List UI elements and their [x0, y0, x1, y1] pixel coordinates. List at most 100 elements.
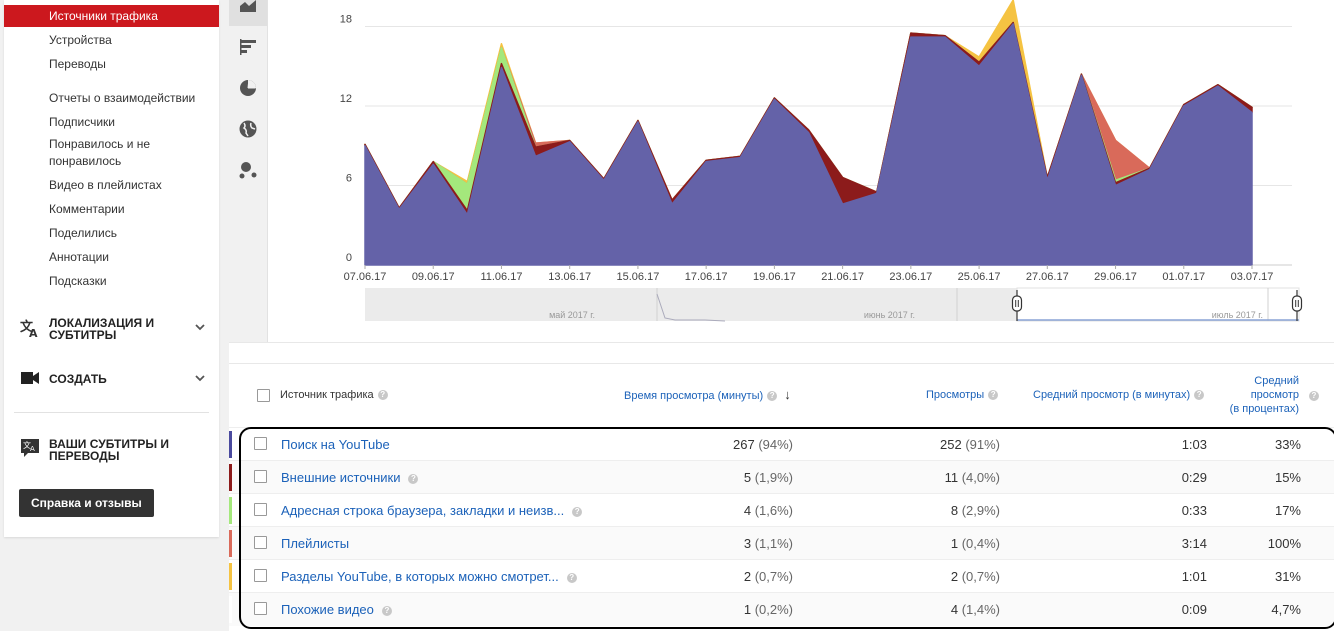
row-checkbox[interactable]: [254, 503, 267, 516]
percent: (1,6%): [754, 503, 793, 518]
help-icon[interactable]: ?: [1194, 390, 1205, 401]
col-header-watch-time[interactable]: Время просмотра (минуты)? ↓: [624, 388, 791, 403]
value: 5: [743, 470, 752, 485]
globe-icon: [239, 120, 257, 138]
x-tick-label: 09.06.17: [412, 271, 455, 283]
traffic-source-link[interactable]: Внешние источники?: [281, 470, 419, 485]
section-separator: [229, 342, 1334, 364]
row-checkbox[interactable]: [254, 602, 267, 615]
value: 267: [732, 437, 755, 452]
sidebar-item-shares[interactable]: Поделились: [49, 226, 117, 240]
watch-time-value: 2 (0,7%): [744, 569, 793, 584]
bubble-chart-icon: [239, 162, 257, 179]
traffic-source-link[interactable]: Плейлисты: [281, 536, 349, 551]
traffic-source-link[interactable]: Похожие видео?: [281, 602, 392, 617]
help-icon[interactable]: ?: [572, 506, 583, 517]
section-label: Ваши субтитры и переводы: [49, 437, 170, 463]
source-name: Разделы YouTube, в которых можно смотрет…: [281, 569, 559, 584]
x-tick-label: 01.07.17: [1162, 271, 1205, 283]
help-icon[interactable]: ?: [566, 572, 577, 583]
sidebar-item-subscribers[interactable]: Подписчики: [49, 115, 116, 129]
x-tick-label: 19.06.17: [753, 271, 796, 283]
views-value: 8 (2,9%): [951, 503, 1000, 518]
col-header-views[interactable]: Просмотры?: [926, 388, 999, 402]
row-checkbox[interactable]: [254, 569, 267, 582]
col-header-avg-view[interactable]: Средний просмотр (в минутах)?: [1033, 388, 1205, 402]
header-label: (в процентах): [1229, 403, 1299, 415]
help-feedback-button[interactable]: Справка и отзывы: [19, 489, 154, 517]
sidebar-item-cards[interactable]: Подсказки: [49, 274, 107, 288]
table-row: Внешние источники? 5 (1,9%) 11 (4,0%) 0:29 1…: [229, 460, 1334, 494]
bar-chart-icon: [240, 39, 256, 55]
percent: (0,2%): [754, 602, 793, 617]
navigator-handle[interactable]: [1011, 290, 1023, 321]
sidebar-item-playlist-videos[interactable]: Видео в плейлистах: [49, 178, 162, 192]
sidebar-item-traffic-sources[interactable]: Источники трафика: [4, 5, 219, 27]
help-icon[interactable]: ?: [377, 390, 388, 401]
y-tick-label: 12: [340, 93, 352, 105]
traffic-source-link[interactable]: Адресная строка браузера, закладки и неи…: [281, 503, 583, 518]
table-row: Поиск на YouTube 267 (94%) 252 (91%) 1:03 33…: [229, 427, 1334, 461]
chevron-down-icon: [195, 324, 205, 331]
sidebar-item-comments[interactable]: Комментарии: [49, 202, 125, 216]
select-all-checkbox[interactable]: [257, 389, 270, 402]
navigator-handle[interactable]: [1291, 290, 1303, 321]
header-label: Просмотры: [926, 389, 985, 401]
series-color-marker: [229, 497, 232, 524]
video-camera-icon: [21, 372, 39, 384]
percent: (0,7%): [961, 569, 1000, 584]
area-chart-button[interactable]: [229, 0, 267, 26]
sidebar-item-annotations[interactable]: Аннотации: [49, 250, 109, 264]
table-row: Разделы YouTube, в которых можно смотрет…: [229, 559, 1334, 593]
views-value: 2 (0,7%): [951, 569, 1000, 584]
sidebar-item-devices[interactable]: Устройства: [49, 33, 112, 47]
watch-time-value: 1 (0,2%): [744, 602, 793, 617]
avg-percent-value: 100%: [1267, 536, 1301, 551]
sidebar-item-translations[interactable]: Переводы: [49, 57, 106, 71]
chart-type-toolbar: [229, 0, 268, 342]
percent: (2,9%): [961, 503, 1000, 518]
row-checkbox[interactable]: [254, 437, 267, 450]
x-tick-label: 23.06.17: [889, 271, 932, 283]
x-tick-label: 17.06.17: [685, 271, 728, 283]
avg-view-value: 0:09: [1181, 602, 1207, 617]
svg-text:文: 文: [20, 319, 34, 335]
navigator-month-label: июль 2017 г.: [1212, 310, 1263, 320]
sidebar-item-engagement-reports[interactable]: Отчеты о взаимодействии: [49, 91, 196, 105]
translate-icon: 文A: [20, 319, 38, 338]
bubble-chart-button[interactable]: [229, 150, 267, 190]
help-icon[interactable]: ?: [988, 390, 999, 401]
row-checkbox[interactable]: [254, 470, 267, 483]
row-checkbox[interactable]: [254, 536, 267, 549]
x-tick-label: 11.06.17: [480, 271, 522, 283]
help-icon[interactable]: ?: [767, 391, 778, 402]
map-button[interactable]: [229, 109, 267, 149]
source-name: Поиск на YouTube: [281, 437, 390, 452]
header-label: Время просмотра (минуты): [624, 390, 764, 402]
watch-time-value: 267 (94%): [733, 437, 793, 452]
table-row: Плейлисты 3 (1,1%) 1 (0,4%) 3:14 100%: [229, 526, 1334, 560]
pie-chart-button[interactable]: [229, 68, 267, 108]
watch-time-value: 3 (1,1%): [744, 536, 793, 551]
series-color-marker: [229, 596, 232, 623]
value: 4: [743, 503, 752, 518]
col-header-avg-pct[interactable]: Средний просмотр (в процентах): [1219, 374, 1299, 416]
value: 8: [950, 503, 959, 518]
bar-chart-button[interactable]: [229, 27, 267, 67]
source-name: Плейлисты: [281, 536, 350, 551]
x-tick-label: 29.06.17: [1094, 271, 1137, 283]
x-tick-label: 03.07.17: [1231, 271, 1274, 283]
value: 1: [950, 536, 959, 551]
help-icon[interactable]: ?: [408, 473, 419, 484]
help-icon[interactable]: ?: [1309, 391, 1319, 401]
help-icon[interactable]: ?: [381, 605, 392, 616]
traffic-source-link[interactable]: Поиск на YouTube: [281, 437, 390, 452]
traffic-source-link[interactable]: Разделы YouTube, в которых можно смотрет…: [281, 569, 577, 584]
x-tick-label: 13.06.17: [548, 271, 591, 283]
svg-text:A: A: [29, 327, 38, 338]
chevron-down-icon: [195, 375, 205, 382]
sidebar-item-likes-dislikes[interactable]: Понравилось и не понравилось: [49, 137, 151, 168]
avg-percent-value: 15%: [1274, 470, 1301, 485]
source-name: Адресная строка браузера, закладки и неи…: [281, 503, 565, 518]
